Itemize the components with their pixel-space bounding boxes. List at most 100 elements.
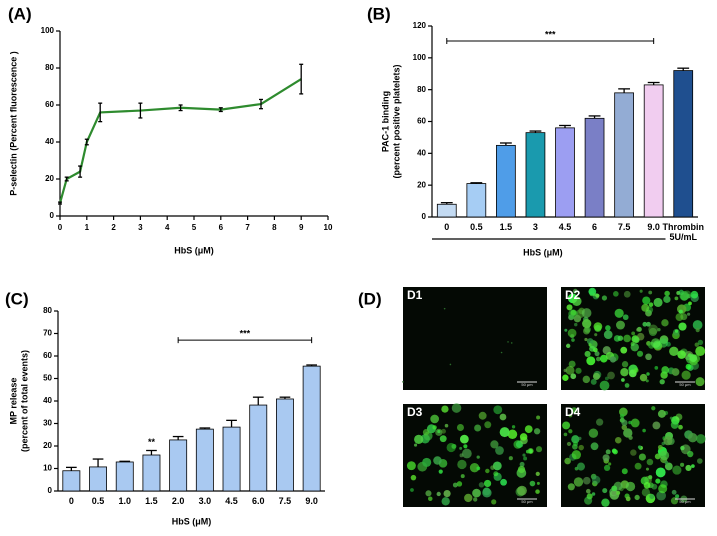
y-tick-label: 70 bbox=[43, 329, 52, 338]
cell bbox=[659, 450, 670, 461]
cell bbox=[584, 350, 591, 358]
cell bbox=[478, 482, 485, 488]
cell bbox=[671, 489, 677, 495]
micrograph: D1 50 μm bbox=[402, 287, 547, 390]
cell bbox=[672, 465, 682, 475]
speck bbox=[443, 307, 446, 310]
cell bbox=[694, 342, 699, 347]
cell bbox=[586, 356, 596, 366]
cell bbox=[613, 291, 619, 297]
cell bbox=[533, 428, 541, 435]
panel-label: (B) bbox=[367, 4, 391, 23]
cell bbox=[669, 416, 673, 420]
cell bbox=[648, 324, 659, 335]
x-tick-label: 9.0 bbox=[647, 222, 660, 232]
cell bbox=[492, 461, 502, 471]
x-tick-label-box: 7.5 bbox=[279, 496, 292, 506]
panel-label: (D) bbox=[358, 289, 382, 308]
cell bbox=[571, 435, 580, 444]
cell bbox=[621, 378, 625, 382]
cell bbox=[614, 436, 622, 444]
cell bbox=[696, 434, 706, 444]
cell bbox=[657, 444, 663, 450]
cell bbox=[535, 489, 540, 494]
cell bbox=[603, 464, 611, 472]
cell bbox=[476, 455, 480, 459]
cell bbox=[646, 458, 654, 466]
cell bbox=[641, 488, 651, 497]
x-tick-label: 1.5 bbox=[145, 496, 158, 506]
cell bbox=[637, 445, 642, 449]
bar bbox=[555, 127, 575, 218]
y-tick-label: 50 bbox=[43, 374, 52, 383]
cell bbox=[414, 443, 418, 447]
cell bbox=[689, 354, 698, 363]
x-tick-label-box: 0.5 bbox=[92, 496, 105, 506]
cell bbox=[452, 482, 458, 488]
cell bbox=[571, 338, 575, 342]
cell bbox=[663, 295, 671, 304]
cell bbox=[535, 471, 540, 476]
cell bbox=[605, 449, 611, 455]
x-tick-label: 9.0 bbox=[305, 496, 318, 506]
panel-label: (C) bbox=[5, 289, 29, 308]
cell bbox=[599, 380, 610, 391]
cell bbox=[456, 481, 463, 487]
y-tick-label: 60 bbox=[43, 351, 52, 360]
line bbox=[58, 78, 302, 204]
cell bbox=[568, 413, 573, 418]
cell bbox=[602, 454, 610, 462]
cell bbox=[655, 478, 661, 484]
x-tick-label: 3 bbox=[532, 222, 538, 232]
cell bbox=[568, 360, 576, 368]
cell bbox=[439, 435, 447, 443]
cell bbox=[484, 421, 492, 429]
cell bbox=[642, 296, 651, 305]
cell bbox=[582, 476, 591, 485]
speck bbox=[500, 351, 503, 354]
cell bbox=[582, 319, 592, 329]
cell bbox=[675, 494, 680, 499]
cell bbox=[567, 328, 577, 338]
x-tick-label: 5 bbox=[192, 223, 197, 232]
cell bbox=[432, 425, 437, 430]
cell bbox=[648, 302, 654, 307]
cell bbox=[661, 441, 665, 446]
cell bbox=[443, 490, 451, 498]
x-tick-label-box: 7.5 bbox=[618, 222, 631, 232]
cell bbox=[565, 365, 575, 375]
cell bbox=[459, 446, 463, 450]
cell bbox=[463, 444, 468, 449]
y-tick-label: 20 bbox=[43, 441, 52, 450]
x-tick-label: 6 bbox=[219, 223, 224, 232]
y-tick-label: 100 bbox=[413, 53, 427, 62]
cell bbox=[490, 465, 495, 470]
cell bbox=[469, 462, 480, 473]
cell bbox=[482, 488, 492, 498]
annotation: *** bbox=[545, 29, 556, 39]
cell bbox=[678, 322, 687, 331]
cell bbox=[651, 483, 658, 490]
cell bbox=[566, 304, 573, 311]
cell bbox=[621, 424, 628, 431]
x-tick-label: 6.0 bbox=[251, 496, 265, 506]
cell bbox=[639, 373, 648, 382]
x-tick-label: 3 bbox=[138, 223, 143, 232]
speck bbox=[507, 341, 509, 343]
cell bbox=[685, 464, 692, 472]
cell bbox=[630, 342, 639, 352]
cell bbox=[695, 346, 706, 357]
bar bbox=[614, 92, 634, 218]
cell bbox=[687, 432, 698, 443]
bar bbox=[195, 428, 214, 492]
cell bbox=[680, 462, 685, 467]
cell bbox=[608, 462, 612, 466]
cell bbox=[628, 420, 632, 425]
cell bbox=[573, 441, 579, 447]
x-tick-label: 1 bbox=[85, 223, 90, 232]
y-tick-label: 60 bbox=[45, 100, 54, 109]
cell bbox=[661, 319, 669, 327]
cell bbox=[568, 429, 573, 434]
cell bbox=[620, 346, 628, 354]
x-tick-label-box: 0 bbox=[444, 222, 449, 232]
